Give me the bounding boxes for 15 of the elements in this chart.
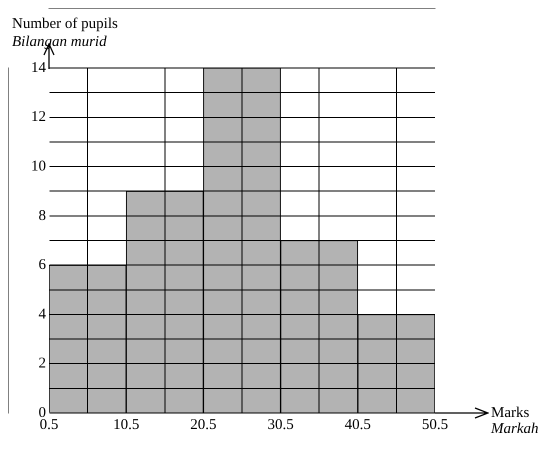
- x-tick-label: 20.5: [190, 416, 217, 433]
- y-tick-label: 12: [31, 109, 46, 126]
- x-axis-title: Marks Markah: [490, 405, 538, 437]
- x-tick-label: 30.5: [267, 416, 294, 433]
- y-tick-label: 8: [38, 208, 46, 224]
- x-tick-label: 0.5: [40, 416, 58, 433]
- y-tick-label: 4: [38, 306, 46, 322]
- x-tick-label: 10.5: [113, 416, 140, 433]
- y-tick-label: 6: [38, 257, 46, 274]
- y-tick-label: 2: [38, 356, 46, 372]
- y-axis-title: Number of pupils Bilangan murid: [12, 16, 118, 50]
- x-tick-label: 50.5: [422, 416, 448, 433]
- y-tick-label: 14: [31, 60, 46, 76]
- y-tick-label: 10: [31, 158, 46, 175]
- x-tick-label: 40.5: [344, 416, 371, 433]
